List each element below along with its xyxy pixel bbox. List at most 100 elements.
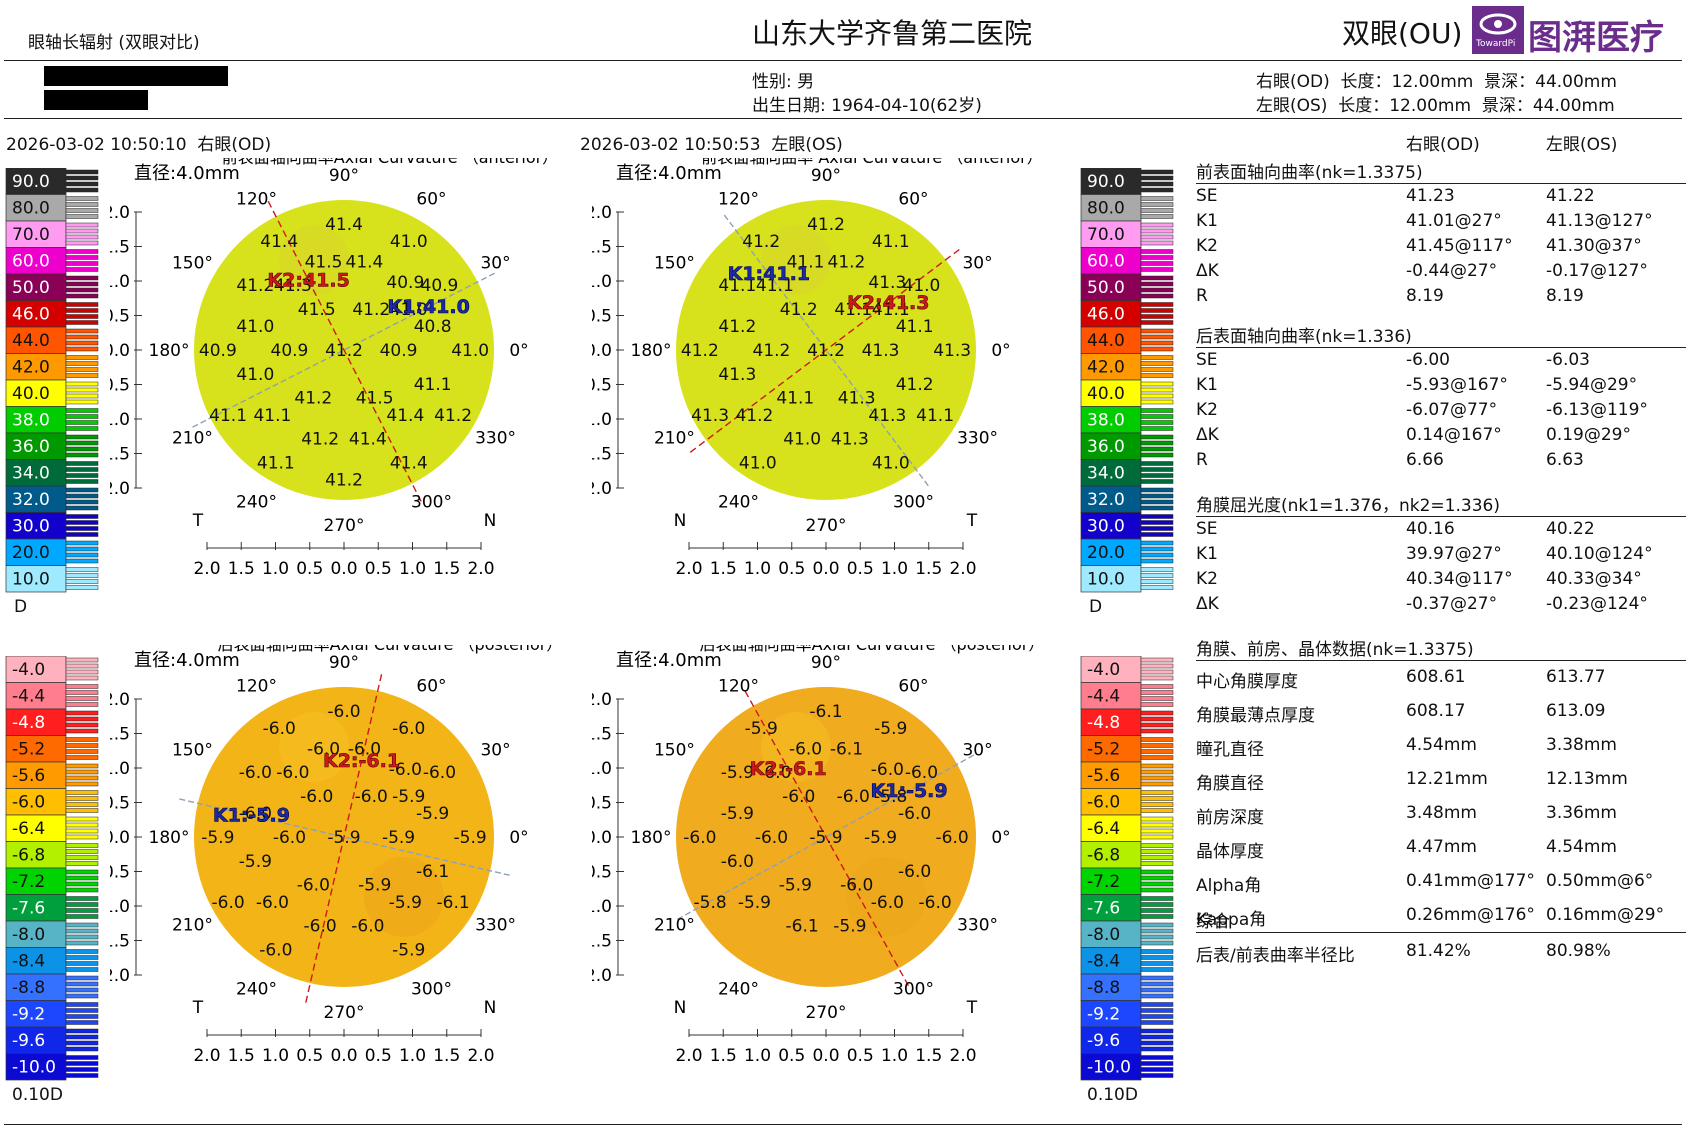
side-label-left: N bbox=[674, 998, 687, 1018]
scale-swatch bbox=[5, 1053, 67, 1081]
y-tick-label: 0.5 bbox=[592, 307, 612, 327]
scale-step: 40.0 bbox=[1080, 379, 1174, 407]
brand-small-text: TowardPi bbox=[1476, 39, 1516, 49]
angle-label: 240° bbox=[236, 980, 277, 1000]
map-os-anterior: 前表面轴向曲率 Axial Curvature （anterior）直径:4.0… bbox=[592, 158, 1043, 579]
scale-bar bbox=[65, 1040, 99, 1046]
scale-swatch bbox=[1080, 814, 1142, 842]
eye-logo-icon bbox=[1479, 13, 1517, 35]
x-tick-label: 2.0 bbox=[467, 559, 494, 579]
panel-value-od: 12.21mm bbox=[1406, 769, 1488, 789]
panel-value-os: -6.13@119° bbox=[1546, 400, 1648, 420]
scale-bar bbox=[1140, 240, 1174, 246]
scale-bar bbox=[65, 499, 99, 505]
scale-label: -8.8 bbox=[12, 978, 45, 998]
side-label-left: T bbox=[192, 511, 204, 531]
y-tick-label: 1.0 bbox=[110, 272, 130, 292]
scale-bar bbox=[1140, 381, 1174, 387]
curvature-value: -5.9 bbox=[392, 787, 425, 807]
map-title: 后表面轴向曲率Axial Curvature （posterior） bbox=[218, 645, 563, 654]
scale-bar bbox=[1140, 293, 1174, 299]
curvature-value: 41.1 bbox=[896, 317, 934, 337]
meridian-axis bbox=[305, 671, 383, 1003]
scale-label: 60.0 bbox=[12, 252, 50, 272]
x-tick-label: 2.0 bbox=[675, 559, 702, 579]
scale-step: -6.4 bbox=[5, 814, 99, 842]
scale-bar bbox=[1140, 928, 1174, 934]
panel-value-os: 6.63 bbox=[1546, 450, 1584, 470]
curvature-value: -6.0 bbox=[297, 876, 330, 896]
meridian-axis bbox=[676, 753, 976, 921]
scale-bar bbox=[1140, 514, 1174, 519]
scale-bar bbox=[1140, 828, 1174, 834]
scale-bar bbox=[65, 934, 99, 940]
scale-unit: 0.10D bbox=[1087, 1085, 1138, 1105]
scale-bar bbox=[65, 255, 99, 260]
report-title: 眼轴长辐射 (双眼对比) bbox=[28, 33, 200, 53]
angle-label: 180° bbox=[631, 341, 672, 361]
scale-label: -8.8 bbox=[1087, 978, 1120, 998]
scale-bar bbox=[65, 669, 99, 675]
scale-bar bbox=[65, 914, 99, 919]
scale-label: 20.0 bbox=[1087, 543, 1125, 563]
scale-bar bbox=[1140, 399, 1174, 405]
panel-value-os: 0.50mm@6° bbox=[1546, 871, 1654, 891]
scale-label: -5.2 bbox=[1087, 740, 1120, 760]
scale-step: -9.6 bbox=[5, 1026, 99, 1054]
scale-step: 44.0 bbox=[1080, 326, 1174, 354]
curvature-value: -5.9 bbox=[809, 828, 842, 848]
scale-bar bbox=[1140, 552, 1174, 558]
scale-label: 70.0 bbox=[12, 225, 50, 245]
scale-label: 40.0 bbox=[1087, 384, 1125, 404]
scale-os-posterior: -4.0 -4.4 -4.8 -5.2 -5.6 -6.0 -6.4 -6.8 -7.2 -7.6… bbox=[1080, 656, 1174, 1105]
scale-label: -4.0 bbox=[1087, 660, 1120, 680]
scale-step: -7.2 bbox=[1080, 867, 1174, 895]
curvature-value: -6.0 bbox=[351, 917, 384, 937]
panel-value-os: 0.16mm@29° bbox=[1546, 905, 1665, 925]
scale-bar bbox=[1140, 579, 1174, 584]
scale-label: 50.0 bbox=[1087, 278, 1125, 298]
scale-swatch bbox=[1080, 485, 1142, 513]
curvature-value: -6.0 bbox=[758, 763, 791, 783]
scale-bar bbox=[65, 281, 99, 287]
curvature-value: 41.2 bbox=[301, 430, 339, 450]
angle-label: 240° bbox=[718, 980, 759, 1000]
scale-bar bbox=[65, 690, 99, 695]
curvature-value: 41.3 bbox=[862, 341, 900, 361]
scale-swatch bbox=[5, 300, 67, 328]
y-tick-label: 2.0 bbox=[592, 479, 612, 499]
curvature-value: 40.9 bbox=[199, 341, 237, 361]
scale-bar bbox=[1140, 434, 1174, 440]
y-tick-label: 2.0 bbox=[110, 479, 130, 499]
panel-row-label: Kappa角 bbox=[1196, 910, 1267, 930]
scale-label: 90.0 bbox=[1087, 172, 1125, 192]
scale-label: -7.6 bbox=[12, 899, 45, 919]
curvature-value: -5.9 bbox=[327, 828, 360, 848]
scale-bar bbox=[65, 467, 99, 472]
curvature-value: 41.2 bbox=[807, 215, 845, 235]
y-tick-label: 2.0 bbox=[592, 203, 612, 223]
angle-label: 0° bbox=[991, 828, 1010, 848]
panel-row-label: 前房深度 bbox=[1196, 808, 1264, 828]
scale-bar bbox=[65, 567, 99, 572]
scale-bar bbox=[1140, 267, 1174, 272]
curvature-value: -5.9 bbox=[833, 917, 866, 937]
angle-label: 60° bbox=[416, 189, 446, 209]
scale-bar bbox=[1140, 940, 1174, 946]
scale-step: -10.0 bbox=[5, 1053, 99, 1081]
scale-swatch bbox=[1080, 894, 1142, 922]
scale-swatch bbox=[5, 379, 67, 407]
scale-bar bbox=[1140, 869, 1174, 875]
scale-step: 80.0 bbox=[1080, 194, 1174, 222]
scale-label: -4.8 bbox=[1087, 713, 1120, 733]
y-tick-label: 2.0 bbox=[592, 690, 612, 710]
curvature-value: -6.0 bbox=[919, 893, 952, 913]
curvature-value: -6.0 bbox=[392, 719, 425, 739]
curvature-value: -5.9 bbox=[392, 941, 425, 961]
scale-bar bbox=[1140, 934, 1174, 940]
scale-bar bbox=[1140, 702, 1174, 707]
x-tick-label: 0.0 bbox=[330, 1046, 357, 1066]
curvature-value: 40.9 bbox=[380, 341, 418, 361]
scale-label: -6.4 bbox=[1087, 819, 1120, 839]
scale-step: 90.0 bbox=[5, 168, 99, 195]
